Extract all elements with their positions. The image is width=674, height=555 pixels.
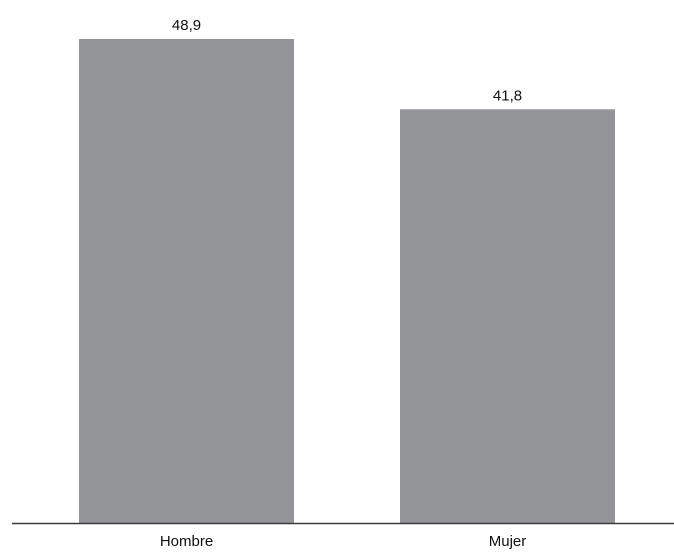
x-tick-label-hombre: Hombre xyxy=(160,533,213,550)
bars-layer xyxy=(79,39,615,524)
x-tick-label-mujer: Mujer xyxy=(489,533,527,550)
labels-layer: 48,9 41,8 xyxy=(172,17,522,104)
data-label-hombre: 48,9 xyxy=(172,17,201,34)
x-tick-labels: Hombre Mujer xyxy=(160,533,526,550)
data-label-mujer: 41,8 xyxy=(493,87,522,104)
bar-mujer xyxy=(400,109,615,524)
bar-hombre xyxy=(79,39,294,523)
